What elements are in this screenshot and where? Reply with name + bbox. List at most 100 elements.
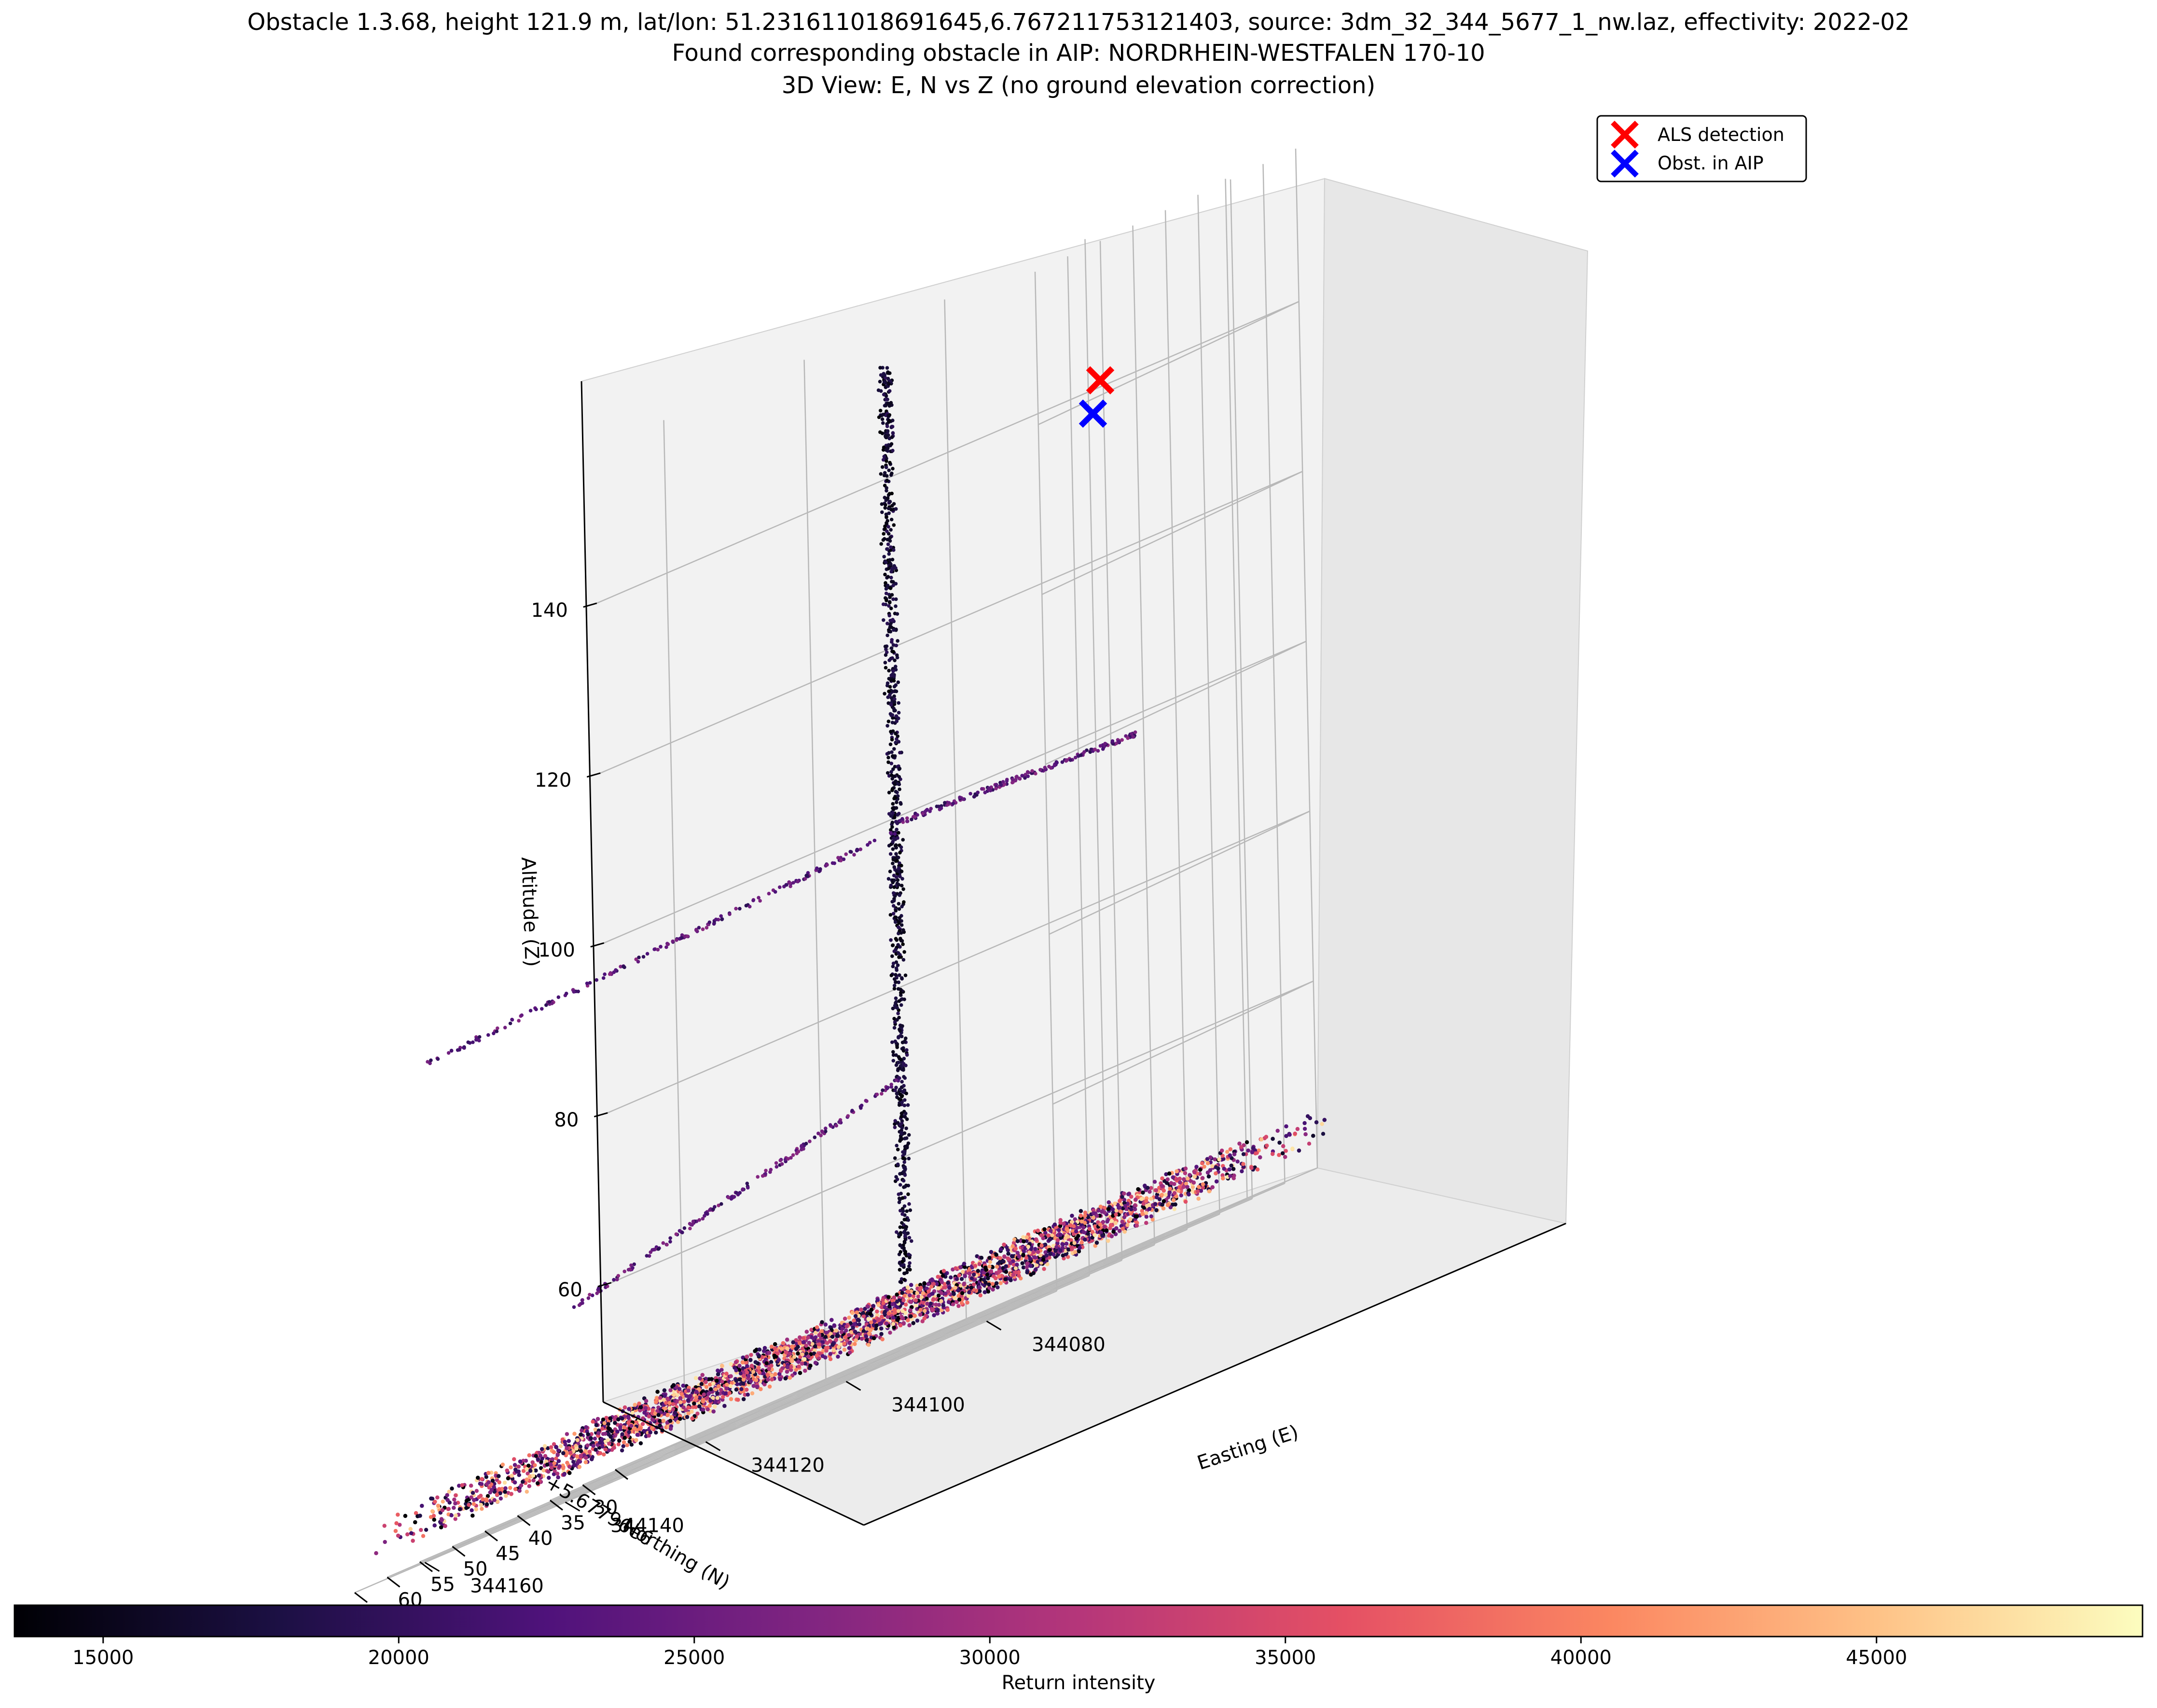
ground-point <box>1221 1176 1225 1180</box>
ground-point <box>433 1500 437 1504</box>
ground-point <box>1197 1185 1201 1189</box>
ground-point <box>547 1475 551 1480</box>
ground-point <box>1058 1233 1063 1237</box>
ground-point <box>941 1274 945 1278</box>
ground-point <box>800 1361 804 1366</box>
ground-point <box>525 1489 529 1494</box>
ground-point <box>757 1365 761 1370</box>
ground-point <box>587 1449 592 1454</box>
grid-n-floor-45 <box>517 1213 1220 1516</box>
ground-point <box>1004 1270 1009 1274</box>
ground-point <box>1198 1167 1203 1172</box>
ground-point <box>495 1500 500 1504</box>
ground-point <box>797 1341 802 1346</box>
ground-point <box>791 1340 795 1345</box>
ground-point <box>1196 1196 1201 1201</box>
ground-point <box>604 1447 608 1452</box>
ground-point <box>801 1336 805 1340</box>
ground-point <box>921 1291 925 1295</box>
ground-point <box>584 1456 588 1460</box>
ground-point <box>949 1275 953 1279</box>
ground-point <box>504 1494 508 1498</box>
ground-point <box>798 1371 802 1375</box>
ground-point <box>853 1342 857 1346</box>
ground-point <box>757 1354 761 1358</box>
ground-point <box>1165 1177 1170 1181</box>
ground-point <box>654 1430 658 1435</box>
ground-point <box>610 1438 615 1443</box>
ground-point <box>909 1314 913 1319</box>
ground-point <box>602 1452 606 1457</box>
ground-point <box>1249 1166 1254 1170</box>
ground-point <box>654 1400 658 1404</box>
ground-point <box>621 1444 625 1448</box>
ground-point <box>861 1314 866 1319</box>
ground-point <box>639 1405 643 1410</box>
ground-point <box>848 1321 853 1325</box>
ground-point <box>898 1323 903 1328</box>
ground-point <box>809 1328 814 1332</box>
ground-point <box>1303 1132 1308 1137</box>
ground-point <box>1188 1173 1192 1177</box>
ground-point <box>1077 1249 1081 1253</box>
ground-point <box>565 1432 569 1436</box>
ground-point <box>650 1426 654 1430</box>
ground-point <box>527 1484 532 1488</box>
ground-point <box>734 1368 738 1373</box>
ground-point <box>629 1424 634 1428</box>
ground-point <box>1081 1230 1086 1235</box>
ground-point <box>923 1308 927 1313</box>
ground-point <box>1034 1267 1038 1272</box>
ground-point <box>1114 1226 1119 1231</box>
ground-point <box>745 1355 749 1359</box>
ground-point <box>627 1407 631 1411</box>
ground-point <box>1228 1174 1232 1178</box>
ground-point <box>716 1384 721 1389</box>
ground-point <box>599 1437 604 1442</box>
ground-point <box>941 1303 946 1307</box>
ground-point <box>931 1282 936 1286</box>
ground-point <box>988 1260 992 1264</box>
ground-point <box>1284 1124 1288 1128</box>
ground-point <box>603 1431 608 1436</box>
ground-point <box>748 1358 753 1362</box>
ground-point <box>920 1319 925 1323</box>
ground-point <box>1129 1207 1134 1211</box>
ground-point <box>1307 1141 1312 1146</box>
ground-point <box>1213 1157 1217 1162</box>
ground-point <box>1039 1243 1044 1248</box>
ground-point <box>609 1429 614 1433</box>
ground-point <box>936 1286 940 1291</box>
ground-point <box>1167 1171 1172 1176</box>
ground-point <box>642 1411 647 1415</box>
ground-point <box>852 1319 856 1323</box>
ground-point <box>571 1459 576 1464</box>
ground-point <box>967 1271 972 1276</box>
ground-point <box>813 1344 817 1348</box>
title-line-1: Obstacle 1.3.68, height 121.9 m, lat/lon… <box>248 9 1910 36</box>
ground-point <box>977 1262 982 1266</box>
ground-point <box>477 1495 481 1500</box>
ground-point <box>900 1291 904 1295</box>
ground-point <box>644 1399 649 1403</box>
ground-point <box>630 1410 635 1415</box>
ground-point <box>450 1486 454 1491</box>
ground-point <box>567 1471 572 1475</box>
ground-point <box>602 1421 607 1425</box>
ground-point <box>1258 1155 1262 1160</box>
ground-point <box>761 1371 766 1375</box>
ground-point <box>854 1338 858 1343</box>
ground-point <box>484 1502 489 1507</box>
ground-point <box>595 1416 600 1421</box>
ground-point <box>1122 1215 1127 1220</box>
ground-point <box>554 1456 558 1461</box>
ground-point <box>396 1513 400 1517</box>
ground-point <box>847 1346 851 1350</box>
ground-point <box>936 1275 940 1279</box>
ground-point <box>561 1466 566 1471</box>
title-line-3: 3D View: E, N vs Z (no ground elevation … <box>782 72 1376 99</box>
ground-point <box>557 1464 562 1469</box>
ground-point <box>633 1403 637 1407</box>
ground-point <box>625 1443 629 1447</box>
ground-point <box>879 1326 884 1331</box>
